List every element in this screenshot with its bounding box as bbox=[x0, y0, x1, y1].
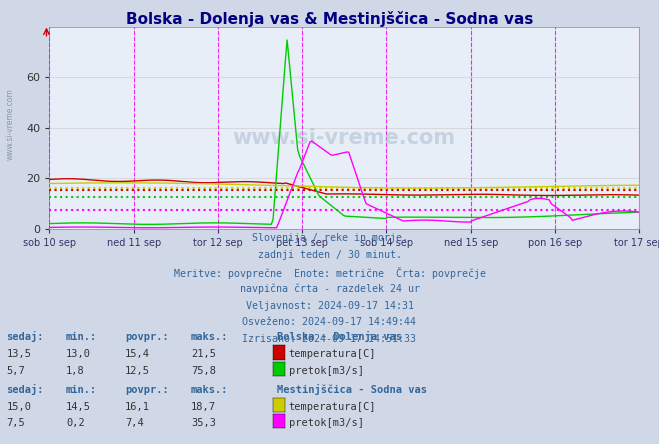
Text: 5,7: 5,7 bbox=[7, 366, 25, 376]
Text: 13,5: 13,5 bbox=[7, 349, 32, 360]
Text: zadnji teden / 30 minut.: zadnji teden / 30 minut. bbox=[258, 250, 401, 260]
Text: www.si-vreme.com: www.si-vreme.com bbox=[233, 128, 456, 148]
Text: povpr.:: povpr.: bbox=[125, 332, 169, 342]
Text: Slovenija / reke in morje.: Slovenija / reke in morje. bbox=[252, 233, 407, 243]
Text: maks.:: maks.: bbox=[191, 385, 229, 395]
Text: Izrisano: 2024-09-17 14:51:33: Izrisano: 2024-09-17 14:51:33 bbox=[243, 334, 416, 345]
Text: Veljavnost: 2024-09-17 14:31: Veljavnost: 2024-09-17 14:31 bbox=[246, 301, 413, 311]
Text: pretok[m3/s]: pretok[m3/s] bbox=[289, 366, 364, 376]
Text: min.:: min.: bbox=[66, 385, 97, 395]
Text: 18,7: 18,7 bbox=[191, 402, 216, 412]
Text: 15,4: 15,4 bbox=[125, 349, 150, 360]
Text: temperatura[C]: temperatura[C] bbox=[289, 349, 376, 360]
Text: sedaj:: sedaj: bbox=[7, 331, 44, 342]
Text: 12,5: 12,5 bbox=[125, 366, 150, 376]
Text: 35,3: 35,3 bbox=[191, 418, 216, 428]
Text: Bolska - Dolenja vas: Bolska - Dolenja vas bbox=[277, 331, 402, 342]
Text: Bolska - Dolenja vas & Mestinjščica - Sodna vas: Bolska - Dolenja vas & Mestinjščica - So… bbox=[126, 11, 533, 27]
Text: Meritve: povprečne  Enote: metrične  Črta: povprečje: Meritve: povprečne Enote: metrične Črta:… bbox=[173, 267, 486, 279]
Text: navpična črta - razdelek 24 ur: navpična črta - razdelek 24 ur bbox=[239, 284, 420, 294]
Text: povpr.:: povpr.: bbox=[125, 385, 169, 395]
Text: 7,5: 7,5 bbox=[7, 418, 25, 428]
Text: Osveženo: 2024-09-17 14:49:44: Osveženo: 2024-09-17 14:49:44 bbox=[243, 317, 416, 328]
Text: 16,1: 16,1 bbox=[125, 402, 150, 412]
Text: 0,2: 0,2 bbox=[66, 418, 84, 428]
Text: Mestinjščica - Sodna vas: Mestinjščica - Sodna vas bbox=[277, 384, 427, 395]
Text: 75,8: 75,8 bbox=[191, 366, 216, 376]
Text: 14,5: 14,5 bbox=[66, 402, 91, 412]
Text: 15,0: 15,0 bbox=[7, 402, 32, 412]
Text: 13,0: 13,0 bbox=[66, 349, 91, 360]
Text: pretok[m3/s]: pretok[m3/s] bbox=[289, 418, 364, 428]
Text: temperatura[C]: temperatura[C] bbox=[289, 402, 376, 412]
Text: 21,5: 21,5 bbox=[191, 349, 216, 360]
Text: maks.:: maks.: bbox=[191, 332, 229, 342]
Text: www.si-vreme.com: www.si-vreme.com bbox=[5, 88, 14, 160]
Text: 7,4: 7,4 bbox=[125, 418, 144, 428]
Text: sedaj:: sedaj: bbox=[7, 384, 44, 395]
Text: min.:: min.: bbox=[66, 332, 97, 342]
Text: 1,8: 1,8 bbox=[66, 366, 84, 376]
